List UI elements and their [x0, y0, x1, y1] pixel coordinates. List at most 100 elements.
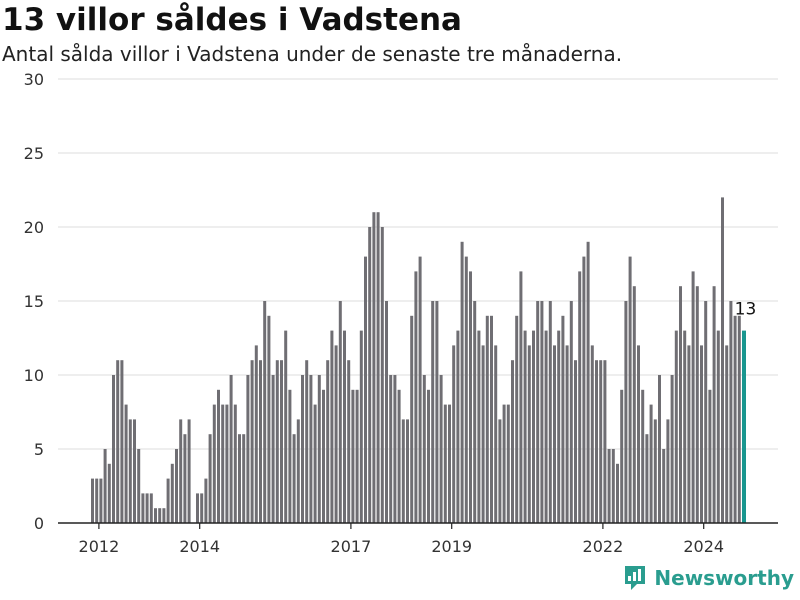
bar — [368, 227, 372, 523]
bar — [574, 360, 577, 523]
bar — [532, 330, 535, 523]
bar — [120, 360, 124, 523]
bar — [280, 360, 283, 523]
bar — [590, 345, 594, 523]
x-tick-label: 2017 — [331, 537, 372, 556]
bar — [527, 345, 531, 523]
bar — [351, 389, 355, 523]
bar — [515, 315, 519, 523]
bar — [725, 345, 729, 523]
bar — [179, 419, 183, 523]
bar — [519, 271, 523, 523]
bar — [414, 271, 418, 523]
bar — [347, 360, 351, 523]
bar — [334, 345, 338, 523]
bar — [443, 404, 447, 523]
bar — [406, 419, 409, 523]
bar — [275, 360, 279, 523]
bar — [271, 375, 275, 523]
bar — [435, 301, 439, 523]
bar — [343, 330, 346, 523]
bar — [112, 375, 115, 523]
bar — [469, 271, 472, 523]
y-tick-label: 25 — [24, 144, 44, 163]
bar — [695, 286, 699, 523]
bar — [355, 389, 359, 523]
y-tick-label: 0 — [34, 514, 44, 533]
bar — [141, 493, 145, 523]
bar — [137, 449, 141, 523]
bar — [662, 449, 666, 523]
bar — [309, 375, 313, 523]
bar — [124, 404, 128, 523]
bar — [208, 434, 212, 523]
bar — [242, 434, 246, 523]
bar — [616, 463, 619, 523]
bar — [380, 227, 384, 523]
bar — [95, 478, 99, 523]
bar — [658, 375, 661, 523]
bar — [217, 389, 220, 523]
bar — [716, 330, 720, 523]
bar — [708, 389, 712, 523]
bar — [418, 256, 422, 523]
bar — [586, 241, 590, 524]
bar — [641, 389, 645, 523]
bar — [158, 508, 162, 523]
bar — [221, 404, 225, 523]
bar — [502, 404, 506, 523]
bar — [473, 301, 477, 523]
bar — [313, 404, 317, 523]
bar — [397, 389, 401, 523]
bar — [254, 345, 258, 523]
bar — [107, 463, 111, 523]
bar — [700, 345, 703, 523]
bar — [666, 419, 670, 523]
bar — [729, 301, 733, 523]
bar — [305, 360, 309, 523]
bar — [288, 389, 292, 523]
y-tick-label: 10 — [24, 366, 44, 385]
bar — [233, 404, 237, 523]
bar — [439, 375, 443, 523]
bar — [464, 256, 468, 523]
bar — [523, 330, 527, 523]
bar — [149, 493, 153, 523]
x-tick-label: 2012 — [79, 537, 120, 556]
bar — [712, 286, 716, 523]
bar — [494, 345, 498, 523]
brand-name: Newsworthy — [654, 566, 794, 590]
bar — [599, 360, 603, 523]
bar — [511, 360, 514, 523]
bar — [733, 315, 737, 523]
bar — [229, 375, 233, 523]
bar — [456, 330, 460, 523]
y-tick-label: 15 — [24, 292, 44, 311]
bar — [317, 375, 321, 523]
newsworthy-logo-icon — [625, 566, 646, 590]
bar — [536, 301, 540, 523]
bar — [359, 330, 363, 523]
bar — [448, 404, 451, 523]
bar — [296, 419, 300, 523]
bar — [670, 375, 674, 523]
bar — [737, 315, 741, 523]
bar — [481, 345, 485, 523]
bar — [99, 478, 103, 523]
bar — [322, 389, 325, 523]
bar — [91, 478, 94, 523]
bar — [674, 330, 678, 523]
bar — [460, 241, 464, 524]
bar — [338, 301, 342, 523]
bar — [103, 449, 107, 523]
bar — [544, 330, 548, 523]
bar — [154, 508, 157, 523]
newsworthy-logo: Newsworthy — [623, 564, 794, 592]
x-tick-label: 2022 — [583, 537, 624, 556]
bar — [187, 419, 191, 523]
bar — [326, 360, 330, 523]
bar — [721, 197, 724, 523]
bar — [372, 212, 376, 523]
y-tick-label: 30 — [24, 70, 44, 89]
